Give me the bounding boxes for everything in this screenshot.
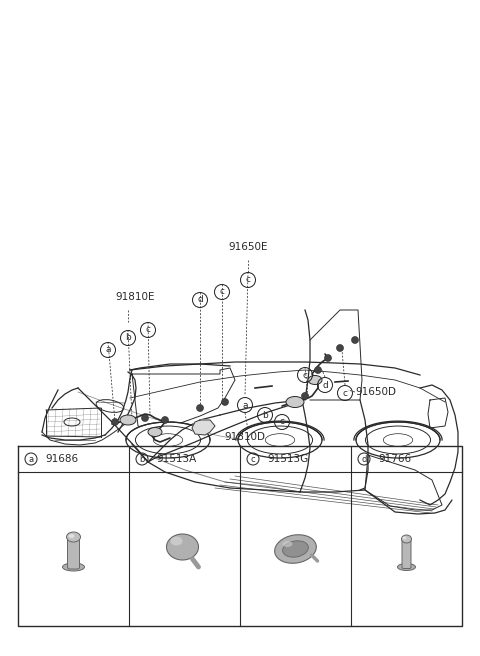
- Ellipse shape: [120, 415, 136, 425]
- Ellipse shape: [283, 541, 308, 557]
- Ellipse shape: [238, 422, 322, 458]
- Circle shape: [111, 419, 119, 426]
- Text: 91686: 91686: [45, 454, 78, 464]
- Ellipse shape: [403, 537, 407, 539]
- Text: a: a: [28, 455, 34, 464]
- Text: 91513A: 91513A: [156, 454, 196, 464]
- Text: d: d: [322, 380, 328, 390]
- Ellipse shape: [126, 422, 210, 458]
- Circle shape: [314, 367, 322, 373]
- Text: c: c: [343, 388, 348, 398]
- Circle shape: [142, 415, 148, 422]
- Polygon shape: [192, 420, 215, 435]
- Circle shape: [324, 354, 332, 361]
- Text: a: a: [105, 346, 111, 354]
- Ellipse shape: [275, 535, 316, 564]
- Circle shape: [161, 417, 168, 424]
- Ellipse shape: [397, 564, 416, 571]
- Ellipse shape: [308, 375, 322, 384]
- Text: b: b: [262, 411, 268, 419]
- Text: 91810D: 91810D: [225, 432, 265, 442]
- Text: c: c: [302, 371, 308, 380]
- Text: c: c: [219, 287, 225, 297]
- Text: c: c: [251, 455, 255, 464]
- Text: b: b: [139, 455, 144, 464]
- Ellipse shape: [401, 535, 411, 543]
- Circle shape: [196, 405, 204, 411]
- Ellipse shape: [286, 396, 304, 407]
- FancyBboxPatch shape: [402, 539, 411, 569]
- Text: c: c: [145, 325, 151, 335]
- Text: b: b: [125, 333, 131, 342]
- Text: d: d: [361, 455, 367, 464]
- Text: 91810E: 91810E: [115, 292, 155, 302]
- Circle shape: [301, 392, 309, 400]
- Ellipse shape: [170, 537, 182, 546]
- Circle shape: [351, 337, 359, 344]
- Text: 91513G: 91513G: [267, 454, 308, 464]
- Circle shape: [221, 398, 228, 405]
- FancyBboxPatch shape: [68, 537, 80, 569]
- Ellipse shape: [167, 534, 199, 560]
- Text: c: c: [245, 276, 251, 285]
- Text: 91650E: 91650E: [228, 242, 268, 252]
- Ellipse shape: [62, 563, 84, 571]
- Ellipse shape: [356, 422, 440, 458]
- Text: 91766: 91766: [378, 454, 411, 464]
- Text: c: c: [279, 417, 285, 426]
- Ellipse shape: [148, 428, 162, 436]
- Ellipse shape: [283, 541, 292, 547]
- Text: d: d: [197, 295, 203, 304]
- Ellipse shape: [69, 534, 74, 538]
- Circle shape: [336, 344, 344, 352]
- Ellipse shape: [67, 532, 81, 542]
- Text: a: a: [242, 401, 248, 409]
- Text: 91650D: 91650D: [355, 387, 396, 397]
